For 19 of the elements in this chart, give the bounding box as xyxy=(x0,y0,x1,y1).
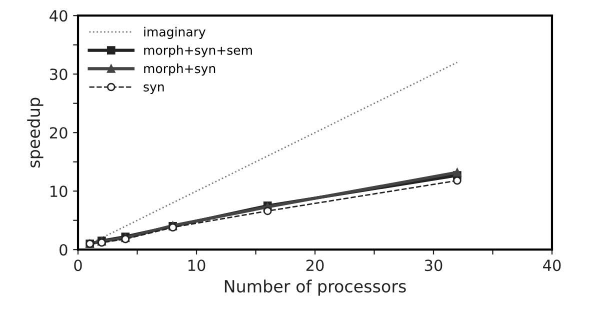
x-tick-label: 0 xyxy=(74,260,82,272)
legend-label: imaginary xyxy=(144,26,206,39)
y-tick-label: 10 xyxy=(50,186,68,198)
y-tick-label: 20 xyxy=(50,127,68,139)
point xyxy=(453,176,462,185)
y-tick-label: 0 xyxy=(60,244,68,256)
legend-label: syn xyxy=(144,84,164,94)
point xyxy=(263,206,272,216)
x-tick-label: 20 xyxy=(306,260,324,272)
point xyxy=(453,168,462,177)
legend-label: morph+syn+sem xyxy=(144,45,252,58)
x-tick-label: 40 xyxy=(543,260,561,272)
x-tick-label: 30 xyxy=(424,260,442,272)
y-axis-title: speedup xyxy=(27,98,44,168)
x-tick-label: 10 xyxy=(188,260,206,272)
y-tick-label: 40 xyxy=(50,10,68,22)
y-tick-label: 30 xyxy=(50,68,68,80)
legend-label: morph+syn xyxy=(144,64,216,76)
x-axis-title: Number of processors xyxy=(224,280,406,296)
